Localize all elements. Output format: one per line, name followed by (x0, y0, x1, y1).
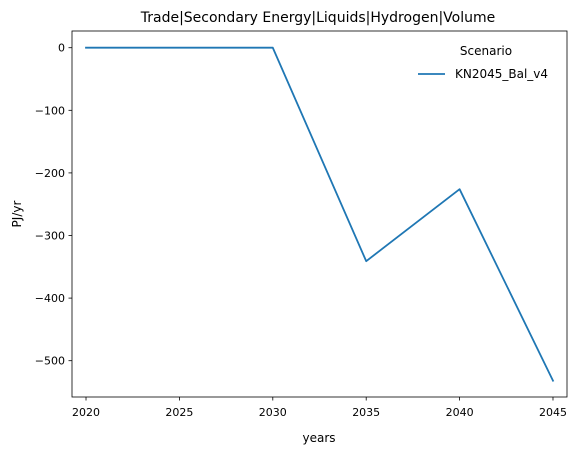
x-tick-label: 2045 (539, 406, 567, 419)
x-tick-label: 2030 (259, 406, 287, 419)
plot-frame (71, 30, 568, 398)
x-tick-label: 2025 (165, 406, 193, 419)
y-tick-label: −200 (35, 167, 65, 180)
x-axis: 2020 2025 2030 2035 2040 2045 (72, 397, 567, 419)
x-axis-label: years (302, 431, 335, 445)
legend-item-label: KN2045_Bal_v4 (455, 67, 548, 81)
y-tick-label: −100 (35, 104, 65, 117)
chart-title: Trade|Secondary Energy|Liquids|Hydrogen|… (140, 10, 495, 26)
series-layer (85, 46, 555, 382)
y-axis: 0 −100 −200 −300 −400 −500 (35, 42, 72, 368)
plot-area (71, 30, 568, 398)
legend-title: Scenario (460, 44, 512, 58)
x-tick-label: 2035 (352, 406, 380, 419)
y-tick-label: 0 (58, 42, 65, 55)
x-tick-label: 2020 (72, 406, 100, 419)
y-tick-label: −400 (35, 292, 65, 305)
y-tick-label: −500 (35, 355, 65, 368)
x-tick-label: 2040 (446, 406, 474, 419)
legend: Scenario KN2045_Bal_v4 (418, 44, 548, 81)
series-line-0 (85, 46, 555, 382)
y-tick-label: −300 (35, 230, 65, 243)
y-axis-label: PJ/yr (10, 201, 24, 228)
